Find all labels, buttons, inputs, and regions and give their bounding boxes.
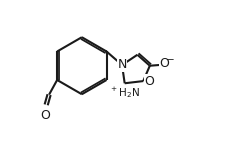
Text: O: O xyxy=(159,57,169,70)
Text: O: O xyxy=(39,109,49,122)
Text: −: − xyxy=(165,55,174,65)
Text: N: N xyxy=(117,59,126,72)
Text: O: O xyxy=(144,75,154,88)
Text: $^+$H$_2$N: $^+$H$_2$N xyxy=(108,85,139,100)
